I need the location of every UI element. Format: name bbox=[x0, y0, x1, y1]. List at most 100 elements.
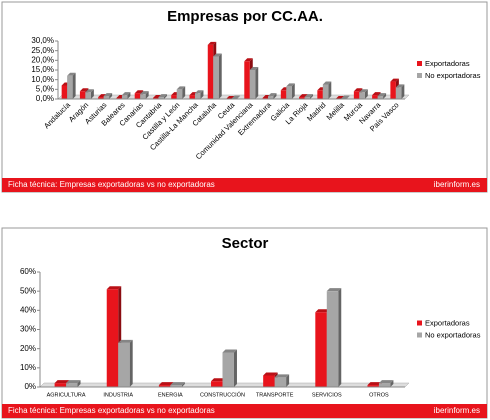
bar-top bbox=[66, 380, 81, 384]
bar-top bbox=[377, 93, 387, 97]
bar bbox=[378, 383, 391, 387]
bar-side bbox=[233, 349, 237, 387]
bar-top bbox=[194, 90, 204, 94]
bar-top bbox=[304, 94, 314, 98]
bar bbox=[98, 97, 104, 99]
bar bbox=[249, 70, 256, 99]
bar bbox=[286, 86, 292, 99]
bar-top bbox=[176, 86, 186, 90]
bar bbox=[268, 96, 274, 99]
legend-swatch bbox=[417, 73, 422, 78]
bar bbox=[85, 92, 91, 99]
bar bbox=[207, 44, 214, 99]
bar bbox=[326, 291, 339, 387]
bar-top bbox=[211, 378, 226, 382]
bar-side bbox=[338, 288, 342, 387]
bar-side bbox=[236, 95, 240, 99]
bar bbox=[244, 61, 250, 99]
bar-top bbox=[263, 372, 278, 376]
bar-side bbox=[310, 94, 314, 99]
bar-side bbox=[163, 94, 167, 99]
bar bbox=[189, 95, 195, 99]
bar-side bbox=[390, 380, 394, 387]
bar-side bbox=[364, 89, 368, 99]
bar-top bbox=[244, 58, 253, 62]
bar bbox=[54, 383, 67, 387]
bar bbox=[322, 84, 329, 99]
y-tick-label: 50% bbox=[20, 286, 36, 295]
bar-side bbox=[255, 67, 259, 99]
y-tick-label: 15,0% bbox=[31, 65, 54, 74]
bar-top bbox=[341, 95, 350, 99]
bar bbox=[315, 312, 327, 387]
y-tick-label: 5,0% bbox=[36, 84, 54, 93]
bar bbox=[67, 75, 73, 99]
y-tick-label: 30,0% bbox=[31, 36, 54, 45]
bar-side bbox=[286, 374, 290, 387]
bar-top bbox=[106, 286, 122, 290]
bar bbox=[367, 385, 379, 387]
y-tick-label: 60% bbox=[20, 267, 36, 276]
bar bbox=[353, 91, 360, 99]
x-tick-label: AGRICULTURA bbox=[47, 392, 86, 398]
bar bbox=[140, 94, 146, 99]
bar bbox=[213, 56, 219, 99]
bar bbox=[121, 95, 128, 99]
bar bbox=[280, 90, 287, 99]
bar-side bbox=[383, 93, 387, 99]
bar-top bbox=[353, 88, 363, 92]
bar-top bbox=[315, 309, 330, 313]
bar bbox=[359, 92, 365, 99]
bar bbox=[304, 97, 311, 99]
bar-top bbox=[326, 288, 342, 292]
bar-top bbox=[207, 41, 217, 45]
bar bbox=[263, 375, 275, 387]
bar-top bbox=[268, 93, 277, 97]
legend-label: No exportadoras bbox=[425, 71, 481, 80]
bar-top bbox=[367, 382, 382, 386]
legend-swatch bbox=[417, 332, 422, 338]
bar-top bbox=[213, 53, 222, 57]
bar-top bbox=[67, 72, 76, 76]
bar-top bbox=[378, 380, 394, 384]
y-tick-label: 25,0% bbox=[31, 46, 54, 55]
y-tick-label: 20,0% bbox=[31, 55, 54, 64]
y-tick-label: 0,0% bbox=[36, 94, 54, 103]
bar-top bbox=[372, 92, 381, 96]
bar-side bbox=[273, 93, 277, 99]
footer-text: Ficha técnica: Empresas exportadoras vs … bbox=[8, 406, 215, 415]
bar-top bbox=[390, 78, 399, 82]
bar bbox=[171, 95, 177, 99]
panel-border bbox=[1, 227, 488, 419]
bar bbox=[395, 87, 402, 99]
x-tick-label: TRANSPORTE bbox=[256, 392, 294, 398]
bar-top bbox=[395, 84, 405, 88]
bar-side bbox=[200, 90, 204, 99]
bar-side bbox=[401, 84, 405, 99]
bar-side bbox=[328, 81, 332, 99]
x-tick-label: OTROS bbox=[369, 392, 389, 398]
bar-side bbox=[218, 53, 222, 99]
chart-panel: Empresas por CC.AA. 0,0%5,0%10,0%15,0%20,… bbox=[1, 1, 488, 193]
bar bbox=[79, 91, 86, 99]
chart-panel: Sector 0% 10% 20% 30% 40% 50% 60% AGRICULTURA IND… bbox=[1, 227, 488, 419]
bar-top bbox=[121, 92, 131, 96]
bar-top bbox=[103, 93, 113, 97]
bar bbox=[390, 81, 396, 99]
footer-source: iberinform.es bbox=[434, 180, 480, 189]
bar-top bbox=[226, 96, 235, 99]
bar-top bbox=[231, 95, 240, 99]
y-tick-label: 20% bbox=[20, 344, 36, 353]
bar-top bbox=[299, 94, 308, 98]
bar-top bbox=[286, 83, 295, 87]
legend-label: Exportadoras bbox=[425, 59, 470, 68]
chart-title: Sector bbox=[222, 235, 269, 252]
bar bbox=[194, 93, 201, 99]
bar-side bbox=[72, 72, 76, 99]
bar bbox=[106, 289, 119, 387]
legend-label: No exportadoras bbox=[425, 330, 481, 339]
bar bbox=[61, 85, 68, 99]
bar bbox=[158, 97, 164, 99]
